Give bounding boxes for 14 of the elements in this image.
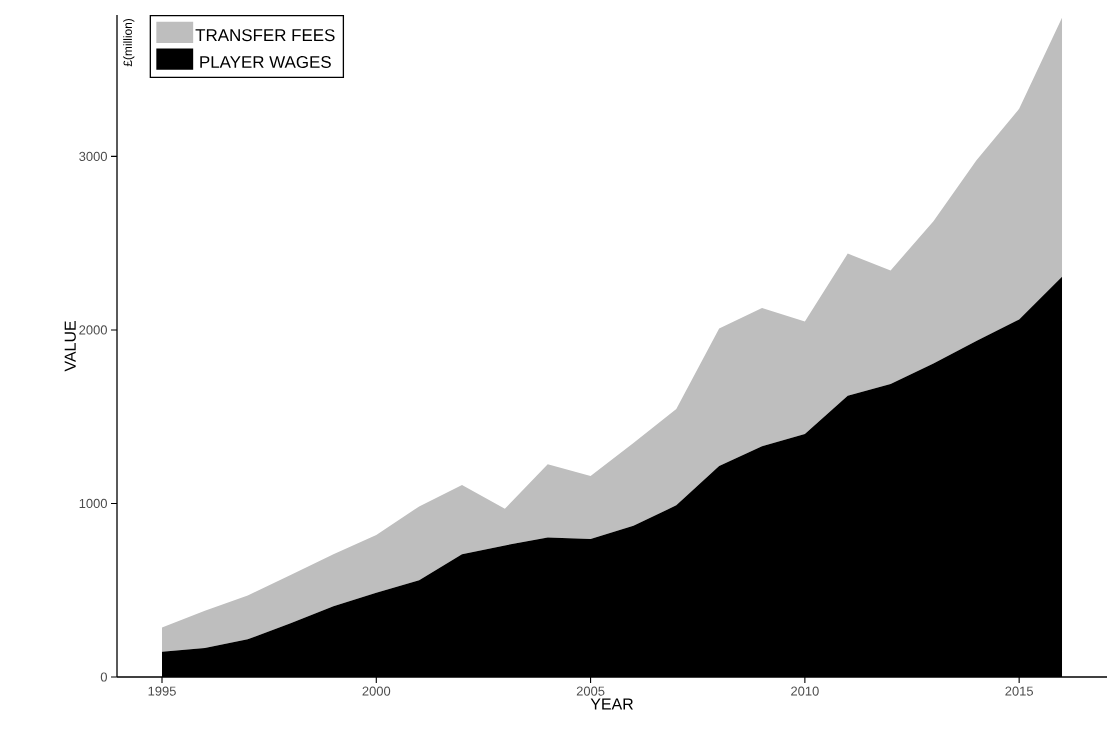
legend-label: TRANSFER FEES — [195, 29, 335, 42]
x-tick-label: 2005 — [576, 686, 605, 696]
annotation: £(million) — [123, 18, 135, 67]
x-tick-label: 2000 — [362, 686, 391, 696]
x-axis-title: YEAR — [590, 698, 633, 710]
y-tick-label: 0 — [100, 672, 107, 682]
x-tick-label: 2010 — [791, 686, 819, 696]
y-axis-title: VALUE — [64, 321, 76, 372]
y-tick-label: 1000 — [79, 498, 107, 509]
legend-label: PLAYER WAGES — [200, 55, 331, 68]
y-tick-label: 3000 — [79, 151, 107, 161]
y-tick-label: 2000 — [79, 325, 107, 335]
x-tick-label: 1995 — [148, 686, 176, 696]
x-tick-label: 2015 — [1005, 686, 1034, 696]
